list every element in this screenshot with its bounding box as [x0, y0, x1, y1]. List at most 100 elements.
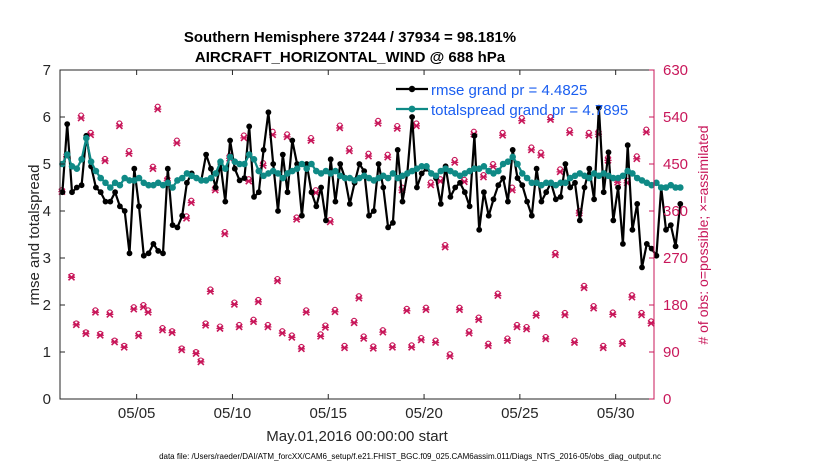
- rmse-point: [78, 182, 85, 189]
- totalspread-point: [164, 179, 172, 187]
- rmse-point: [576, 217, 583, 224]
- totalspread-point: [514, 160, 521, 168]
- obs-assimilated-marker: [216, 324, 224, 333]
- axes-box: [59, 69, 655, 400]
- totalspread-point: [178, 174, 186, 182]
- obs-assimilated-marker: [412, 122, 420, 130]
- rmse-point: [524, 198, 530, 205]
- rmse-point: [509, 147, 516, 153]
- obs-assimilated-marker: [537, 151, 545, 159]
- y-right-tick-label: 90: [663, 344, 680, 361]
- obs-assimilated-marker: [178, 346, 186, 354]
- obs-assimilated-marker: [455, 306, 464, 314]
- obs-assimilated-marker: [633, 155, 641, 163]
- obs-assimilated-marker: [408, 343, 416, 351]
- rmse-point: [375, 161, 382, 167]
- totalspread-point: [657, 184, 665, 191]
- y-right-tick-label: 0: [663, 391, 671, 408]
- x-tick-label: 05/05: [118, 405, 156, 422]
- obs-assimilated-marker: [139, 303, 147, 311]
- obs-assimilated-marker: [297, 345, 306, 353]
- chart-title-line1: Southern Hemisphere 37244 / 37934 = 98.1…: [184, 29, 516, 46]
- totalspread-point: [116, 181, 124, 189]
- rmse-point: [677, 201, 684, 207]
- rmse-point: [174, 224, 181, 231]
- totalspread-point: [126, 177, 133, 184]
- rmse-point: [337, 161, 344, 167]
- rmse-point: [557, 194, 564, 200]
- rmse-point: [93, 184, 99, 191]
- obs-assimilated-marker: [585, 131, 593, 139]
- y-tick-label: 2: [43, 297, 51, 314]
- obs-assimilated-marker: [144, 308, 152, 316]
- rmse-point: [639, 264, 645, 271]
- obs-assimilated-marker: [230, 300, 238, 309]
- totalspread-point: [586, 174, 593, 182]
- totalspread-point: [528, 179, 536, 187]
- legend-spread-label: totalspread grand pr = 4.7895: [431, 102, 628, 119]
- legend-rmse-label: rmse grand pr = 4.4825: [431, 82, 587, 99]
- y-right-tick-label: 360: [663, 203, 688, 220]
- rmse-point: [136, 203, 142, 210]
- y-right-tick-label: 450: [663, 156, 688, 173]
- y-axis-right-label: # of obs: o=possible; ×=assimilated: [695, 125, 711, 344]
- obs-assimilated-marker: [422, 306, 430, 314]
- rmse-point: [552, 196, 559, 203]
- rmse-point: [562, 161, 569, 167]
- rmse-point: [370, 208, 377, 214]
- totalspread-point: [212, 170, 219, 177]
- obs-assimilated-marker: [168, 329, 176, 337]
- totalspread-point: [557, 179, 564, 187]
- obs-assimilated-marker: [111, 338, 119, 346]
- obs-assimilated-marker: [336, 124, 344, 132]
- totalspread-point: [341, 174, 349, 182]
- x-tick-label: 05/10: [214, 405, 252, 422]
- legend-spread-marker: [408, 105, 416, 113]
- obs-assimilated-marker: [484, 342, 492, 350]
- obs-assimilated-marker: [369, 344, 377, 352]
- obs-assimilated-marker: [532, 311, 540, 320]
- rmse-point: [528, 212, 535, 219]
- rmse-point: [385, 224, 391, 231]
- obs-assimilated-marker: [642, 128, 650, 136]
- obs-assimilated-marker: [417, 336, 425, 344]
- rmse-point: [294, 161, 300, 167]
- rmse-point: [596, 104, 602, 111]
- rmse-point: [361, 168, 368, 175]
- rmse-point: [227, 137, 234, 144]
- rmse-point: [624, 142, 631, 149]
- obs-assimilated-marker: [518, 117, 526, 125]
- obs-assimilated-marker: [441, 243, 449, 251]
- rmse-point: [437, 201, 444, 207]
- rmse-point: [203, 151, 210, 158]
- obs-assimilated-marker: [570, 339, 579, 347]
- y-tick-label: 7: [43, 62, 51, 79]
- obs-assimilated-marker: [321, 323, 329, 332]
- rmse-point: [380, 184, 387, 191]
- totalspread-point: [83, 134, 90, 142]
- totalspread-point: [308, 160, 315, 168]
- rmse-point: [567, 184, 574, 191]
- rmse-point: [112, 189, 118, 196]
- totalspread-point: [250, 156, 258, 163]
- rmse-point: [452, 184, 459, 191]
- obs-assimilated-marker: [542, 335, 550, 343]
- rmse-line: [61, 106, 682, 269]
- obs-assimilated-marker: [91, 308, 100, 316]
- rmse-point: [299, 212, 305, 219]
- rmse-point: [667, 222, 674, 229]
- totalspread-point: [423, 163, 430, 170]
- obs-assimilated-marker: [374, 119, 382, 127]
- totalspread-point: [241, 160, 248, 168]
- obs-assimilated-marker: [187, 199, 195, 207]
- obs-assimilated-marker: [522, 325, 531, 333]
- obs-assimilated-marker: [149, 165, 157, 173]
- rmse-point: [481, 189, 487, 196]
- y-tick-label: 3: [43, 250, 51, 267]
- rmse-point: [581, 184, 588, 191]
- rmse-point: [591, 196, 597, 203]
- rmse-point: [275, 208, 281, 214]
- obs-assimilated-marker: [551, 251, 559, 259]
- rmse-point: [605, 149, 612, 156]
